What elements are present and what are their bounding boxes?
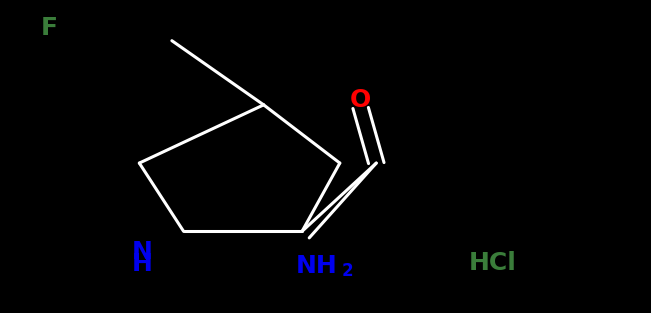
Text: 2: 2: [342, 262, 353, 280]
Text: H: H: [132, 253, 152, 276]
Text: NH: NH: [296, 254, 338, 278]
Text: N: N: [132, 240, 152, 264]
Text: F: F: [41, 16, 58, 40]
Text: HCl: HCl: [469, 251, 517, 275]
Text: O: O: [350, 88, 371, 112]
